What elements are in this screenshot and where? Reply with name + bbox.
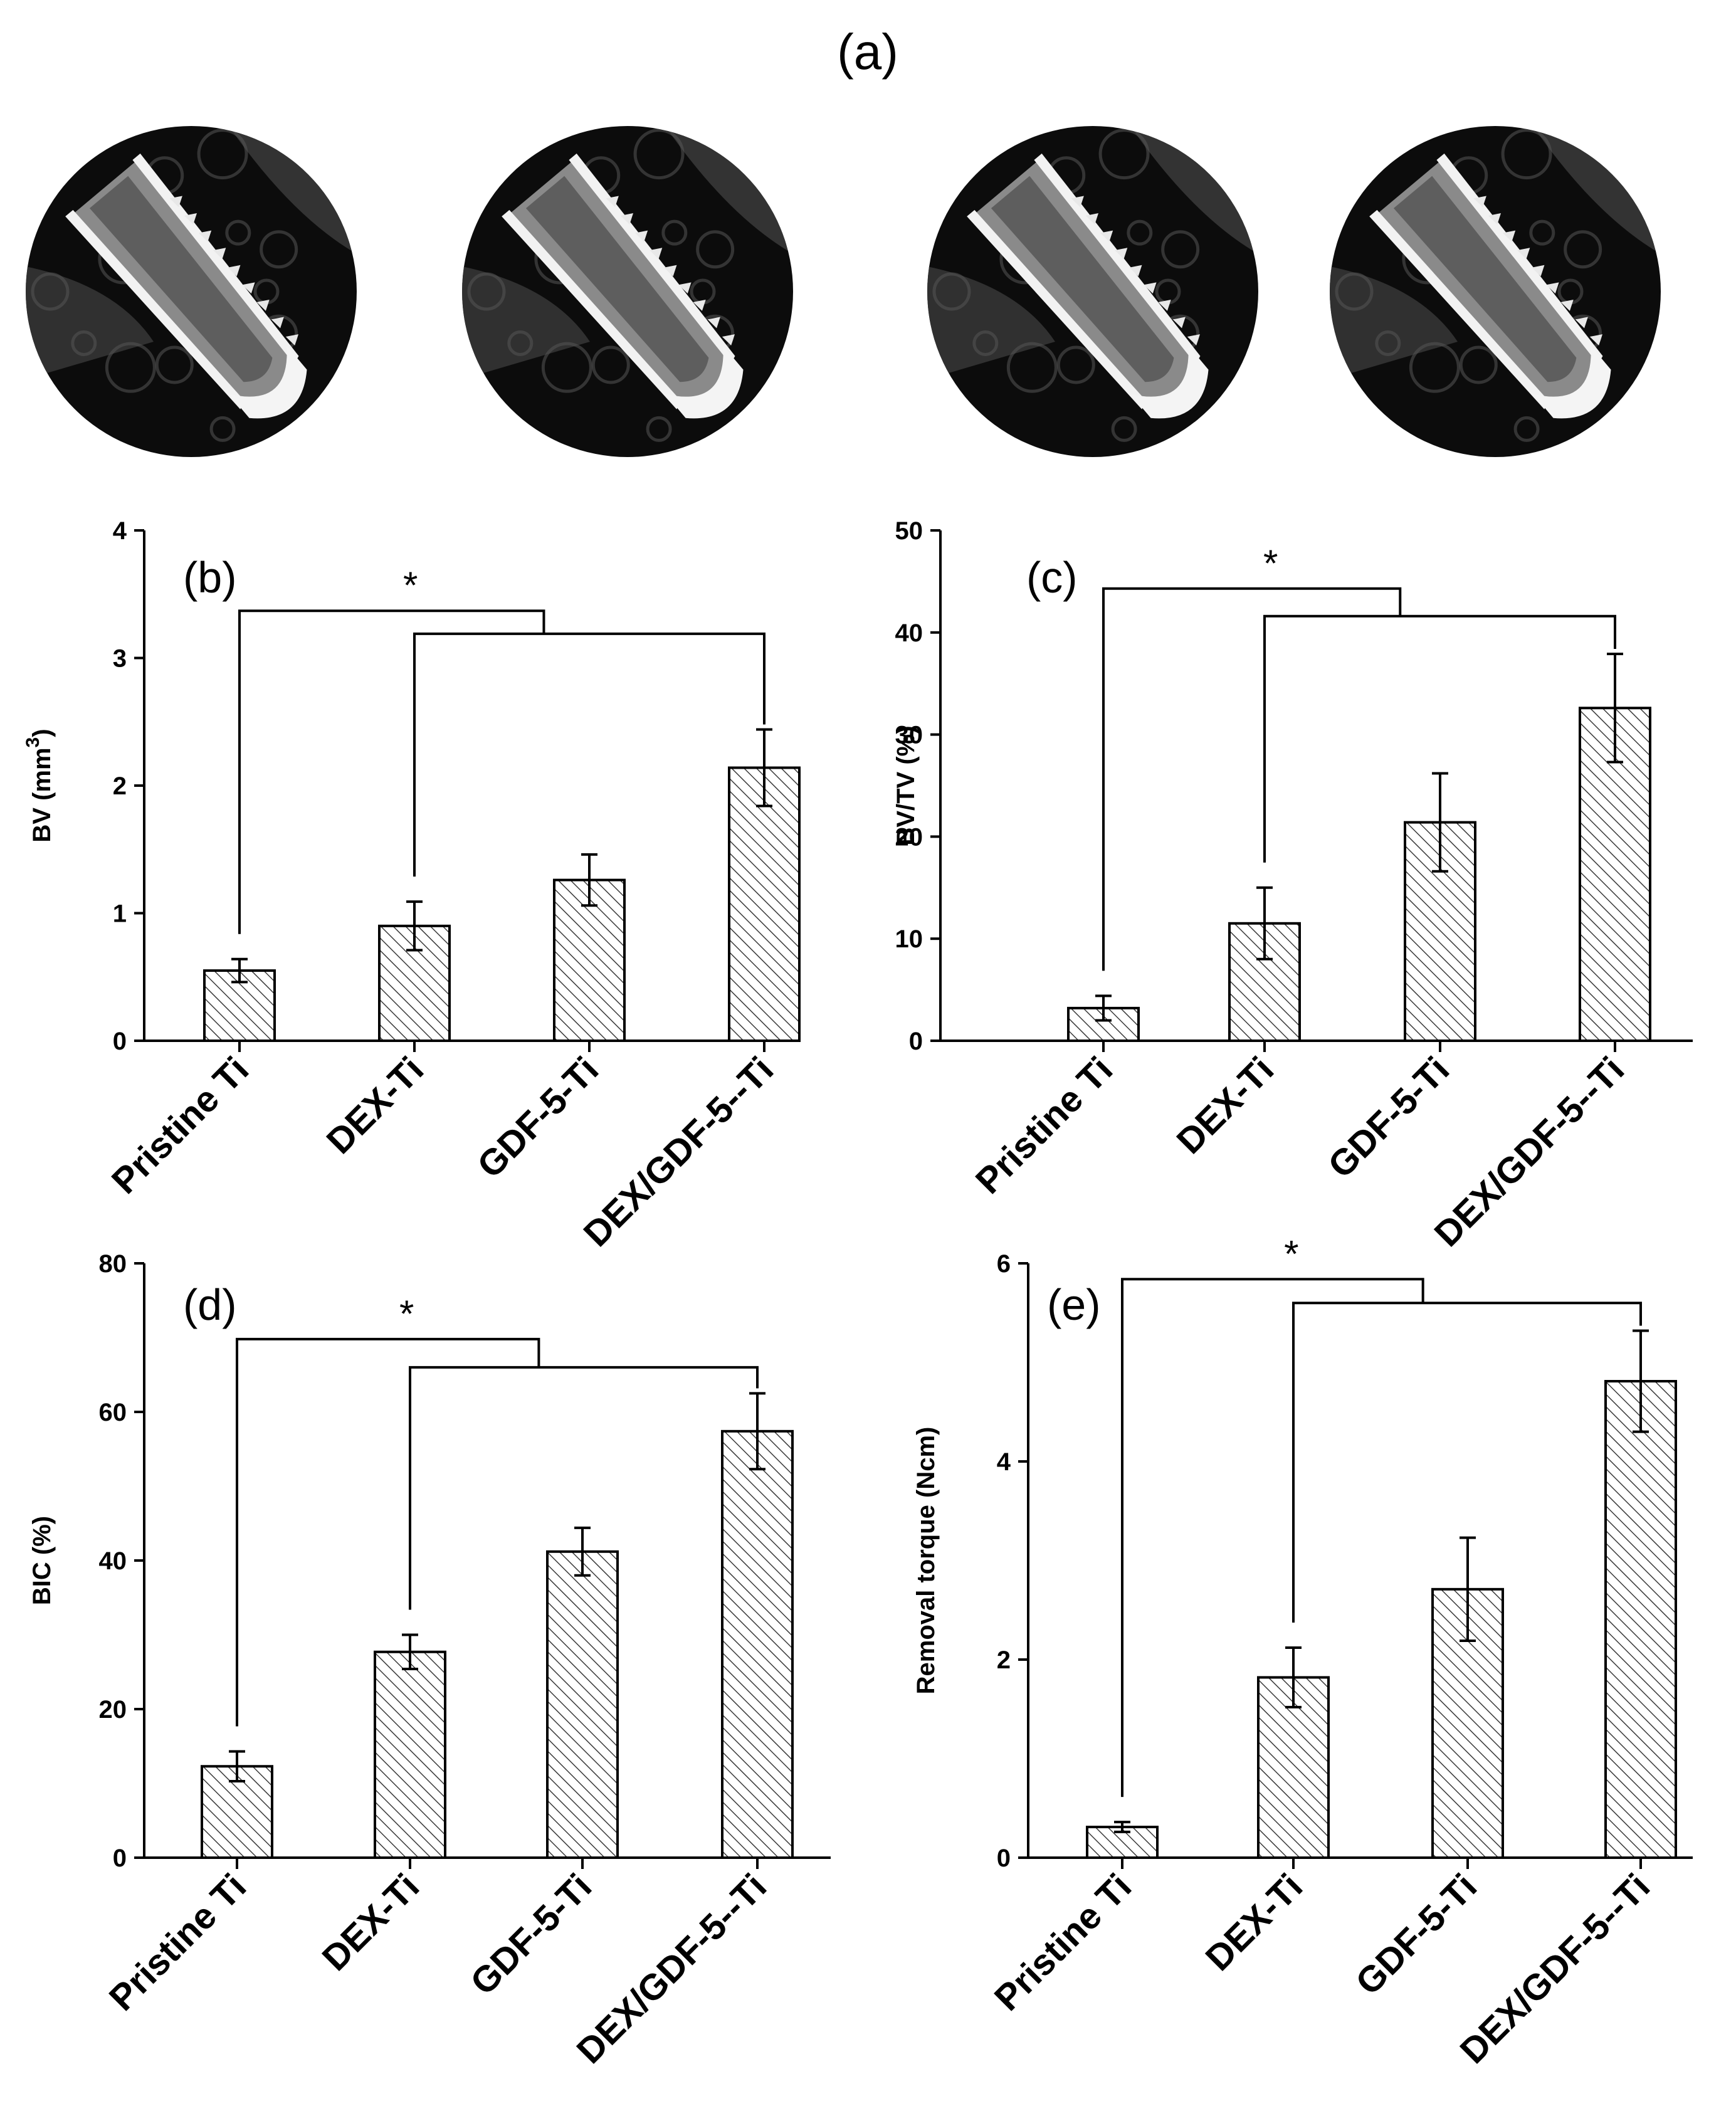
y-tick-label: 0 bbox=[113, 1845, 127, 1872]
error-bar bbox=[1114, 1821, 1130, 1833]
x-category-label: DEX/GDF-5--Ti bbox=[576, 1049, 781, 1255]
error-bar bbox=[406, 900, 423, 952]
y-axis-label: BV/TV (%) bbox=[892, 725, 920, 845]
y-tick-label: 4 bbox=[997, 1448, 1011, 1476]
significance-bracket: * bbox=[238, 564, 765, 934]
chart-panel-2: 0 20 40 60 80 BIC (%) (d) Pristine Ti DEX-Ti GDF-… bbox=[28, 1250, 831, 2071]
implant-shape bbox=[502, 153, 744, 419]
significance-star: * bbox=[1284, 1233, 1298, 1275]
significance-star: * bbox=[399, 1293, 414, 1335]
ct-image-dex-gdf5-ti bbox=[1330, 126, 1661, 457]
error-bar bbox=[581, 853, 597, 907]
chart-panel-0: 0 1 2 3 4 BV (mm3) (b) Pristine Ti DEX-Ti GDF-5-T… bbox=[23, 517, 801, 1255]
y-axis-label: BIC (%) bbox=[28, 1516, 56, 1605]
ct-image-content bbox=[1330, 126, 1661, 457]
significance-star: * bbox=[1263, 542, 1278, 584]
x-category-label: DEX-Ti bbox=[319, 1049, 432, 1162]
y-tick-label: 2 bbox=[113, 772, 127, 800]
y-tick-label: 20 bbox=[895, 823, 923, 851]
x-category-label: Pristine Ti bbox=[987, 1866, 1139, 2018]
error-bar bbox=[1256, 886, 1273, 961]
error-bar bbox=[749, 1392, 765, 1471]
x-category-label: GDF-5-Ti bbox=[463, 1866, 599, 2003]
significance-bracket: * bbox=[1102, 542, 1616, 971]
y-tick-label: 1 bbox=[113, 900, 127, 928]
ct-image-content bbox=[927, 126, 1258, 457]
implant-shape bbox=[967, 153, 1209, 419]
panel-label: (d) bbox=[183, 1280, 237, 1329]
y-tick-label: 3 bbox=[113, 645, 127, 673]
x-category-label: Pristine Ti bbox=[104, 1049, 256, 1201]
significance-bracket: * bbox=[236, 1293, 759, 1727]
error-bar bbox=[1432, 772, 1448, 873]
panel-label: (b) bbox=[183, 553, 237, 602]
ct-images-row bbox=[26, 126, 1661, 457]
y-tick-label: 4 bbox=[113, 517, 127, 545]
ct-image-dex-ti bbox=[462, 126, 793, 457]
bar bbox=[728, 766, 801, 1042]
chart-panel-3: 0 2 4 6 Removal torque (Ncm) (e) Pristine Ti DE… bbox=[912, 1233, 1693, 2071]
ct-image-content bbox=[26, 126, 357, 457]
error-bar bbox=[1460, 1536, 1476, 1642]
y-tick-label: 0 bbox=[997, 1845, 1011, 1872]
charts-area: 0 1 2 3 4 BV (mm3) (b) Pristine Ti DEX-Ti GDF-5-T… bbox=[23, 517, 1693, 2071]
x-category-label: DEX/GDF-5--Ti bbox=[569, 1866, 774, 2071]
ct-image-pristine-ti bbox=[26, 126, 357, 457]
panel-a-label: (a) bbox=[837, 24, 898, 80]
x-category-label: Pristine Ti bbox=[968, 1049, 1120, 1201]
y-tick-label: 10 bbox=[895, 925, 923, 953]
x-category-label: DEX-Ti bbox=[1169, 1049, 1282, 1162]
x-category-label: DEX/GDF-5--Ti bbox=[1452, 1866, 1658, 2071]
y-tick-label: 0 bbox=[909, 1028, 923, 1055]
y-tick-label: 2 bbox=[997, 1646, 1011, 1674]
x-category-label: DEX-Ti bbox=[1198, 1866, 1311, 1979]
error-bar bbox=[574, 1526, 591, 1577]
y-tick-label: 20 bbox=[99, 1696, 127, 1724]
ct-image-gdf5-ti bbox=[927, 126, 1258, 457]
x-category-label: DEX-Ti bbox=[315, 1866, 428, 1979]
x-category-label: DEX/GDF-5--Ti bbox=[1426, 1049, 1632, 1255]
bar bbox=[374, 1650, 446, 1859]
x-category-label: GDF-5-Ti bbox=[1320, 1049, 1457, 1186]
error-bar bbox=[229, 1750, 245, 1782]
bar bbox=[1579, 707, 1651, 1042]
y-tick-label: 40 bbox=[99, 1547, 127, 1575]
error-bar bbox=[1633, 1329, 1649, 1433]
y-axis-label: BV (mm3) bbox=[23, 729, 56, 842]
bar bbox=[546, 1550, 619, 1860]
error-bar bbox=[1607, 652, 1623, 764]
bar bbox=[721, 1429, 794, 1860]
y-tick-label: 40 bbox=[895, 619, 923, 647]
error-bar bbox=[402, 1633, 418, 1671]
y-tick-label: 0 bbox=[113, 1028, 127, 1055]
chart-panel-1: 0 10 20 30 40 50 BV/TV (%) (c) Pristine Ti DEX-Ti… bbox=[892, 517, 1693, 1255]
error-bar bbox=[1285, 1646, 1302, 1708]
y-tick-label: 50 bbox=[895, 517, 923, 545]
implant-shape bbox=[1369, 153, 1611, 419]
y-tick-label: 60 bbox=[99, 1399, 127, 1426]
error-bar bbox=[231, 957, 248, 984]
y-axis-label: Removal torque (Ncm) bbox=[912, 1427, 940, 1695]
error-bar bbox=[1095, 994, 1112, 1022]
x-category-label: Pristine Ti bbox=[102, 1866, 254, 2018]
x-category-label: GDF-5-Ti bbox=[1348, 1866, 1485, 2003]
significance-star: * bbox=[403, 564, 418, 606]
panel-label: (c) bbox=[1026, 553, 1078, 602]
bar bbox=[1604, 1380, 1677, 1859]
y-tick-label: 80 bbox=[99, 1250, 127, 1278]
y-tick-label: 30 bbox=[895, 722, 923, 749]
panel-label: (e) bbox=[1047, 1280, 1101, 1329]
x-category-label: GDF-5-Ti bbox=[470, 1049, 606, 1186]
implant-shape bbox=[65, 153, 307, 419]
y-tick-label: 6 bbox=[997, 1250, 1011, 1278]
error-bar bbox=[756, 728, 772, 808]
significance-bracket: * bbox=[1121, 1233, 1642, 1798]
ct-image-content bbox=[462, 126, 793, 457]
